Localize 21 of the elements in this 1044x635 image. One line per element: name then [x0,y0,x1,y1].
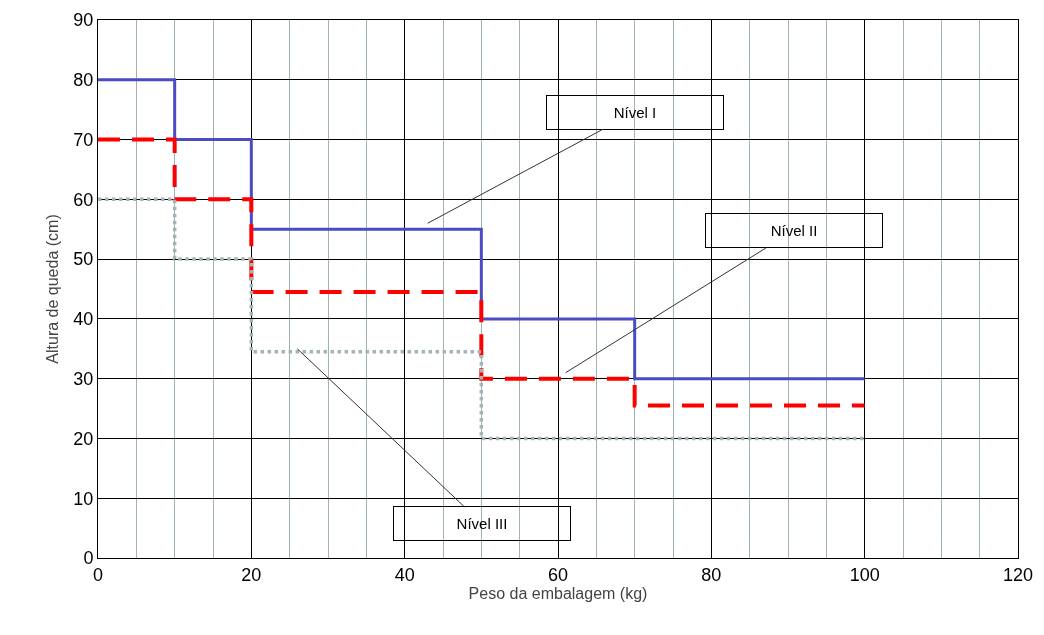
y-tick-label: 40 [73,309,94,330]
x-tick-label: 60 [547,564,569,585]
y-axis-title: Altura de queda (cm) [44,214,62,364]
x-tick-label: 100 [849,564,880,585]
y-tick-label: 30 [73,368,94,389]
x-tick-label: 40 [394,564,415,585]
y-tick-label: 10 [73,488,94,509]
annotation: Nível II [770,222,818,239]
annotation: Nível I [613,104,657,121]
y-tick-label: 0 [83,548,94,569]
annotation: Nível III [456,515,508,532]
y-tick-label: 50 [73,249,94,270]
y-tick-label: 60 [73,189,94,210]
y-tick-label: 90 [73,10,94,31]
y-tick-label: 20 [73,428,94,449]
x-tick-label: 20 [241,564,262,585]
x-axis-title: Peso da embalagem (kg) [468,585,648,603]
y-tick-label: 70 [73,129,94,150]
x-tick-label: 80 [701,564,722,585]
x-tick-label: 120 [1002,564,1034,585]
y-tick-label: 80 [73,70,94,91]
